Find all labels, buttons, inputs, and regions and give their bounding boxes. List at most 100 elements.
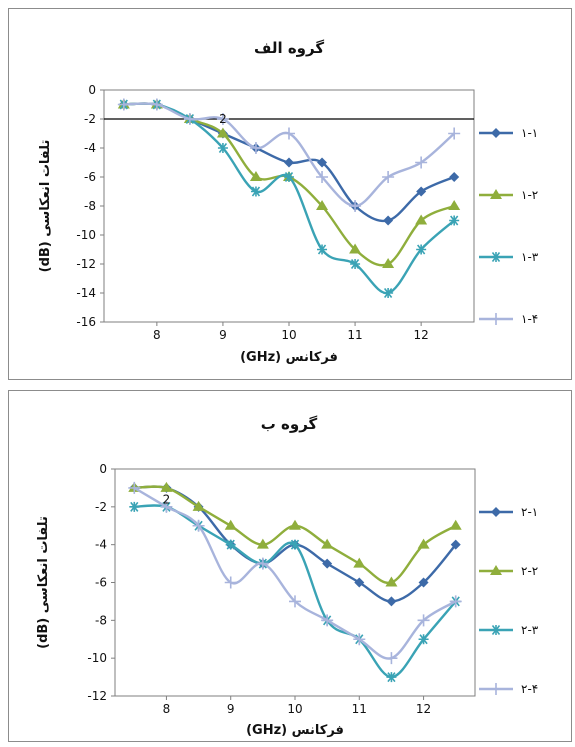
legend-entry: ۲-۲ (521, 564, 538, 578)
data-point (256, 538, 269, 549)
data-point (284, 157, 294, 168)
annotation-label: 2 (163, 492, 171, 506)
data-point (289, 519, 301, 530)
x-tick-label: 10 (287, 702, 302, 716)
x-axis-label: فرکانس (GHz) (246, 723, 344, 738)
data-point (290, 539, 300, 550)
data-point (129, 501, 140, 512)
y-tick-label: -2 (95, 500, 107, 514)
data-point (349, 200, 362, 212)
legend-entry: ۱-۱ (521, 126, 538, 140)
y-tick-label: -12 (76, 257, 96, 271)
y-tick-label: -10 (76, 228, 96, 242)
data-point (450, 539, 461, 550)
data-point (382, 171, 395, 183)
data-point (316, 200, 329, 210)
legend-marker (490, 565, 502, 575)
data-point (448, 127, 461, 140)
x-tick-label: 10 (281, 328, 296, 342)
data-point (224, 576, 237, 589)
data-point (383, 215, 394, 226)
data-point (415, 214, 428, 225)
x-tick-label: 11 (347, 328, 362, 342)
data-point (353, 557, 366, 568)
chart-title: گروه ب (261, 415, 318, 433)
y-axis-label: تلفات انعکاسی (dB) (36, 516, 51, 649)
legend-marker (490, 189, 502, 199)
series-2 (117, 98, 461, 268)
data-point (317, 157, 328, 168)
plot-area (103, 89, 475, 323)
data-point (350, 259, 361, 269)
legend-marker (491, 625, 501, 635)
y-axis-label: تلفات انعکاسی (dB) (38, 140, 53, 273)
chart-panel-b: گروه ب 0 -2 -4 -6 -8 -10 -12 8 9 10 11 12 فرکانس (GHz… (8, 390, 572, 742)
legend-marker (490, 313, 502, 325)
data-point (417, 538, 430, 549)
data-point (128, 481, 141, 494)
series-4 (128, 481, 462, 665)
data-point (289, 595, 301, 608)
data-point (192, 519, 205, 532)
data-point (354, 577, 365, 588)
series-line (133, 486, 457, 660)
series-line (134, 485, 457, 585)
data-point (386, 672, 397, 683)
data-point (192, 500, 205, 511)
legend-marker (491, 128, 501, 138)
data-point (284, 172, 294, 182)
x-tick-label: 8 (163, 702, 171, 716)
data-point (415, 156, 428, 169)
data-point (322, 558, 333, 569)
data-point (216, 113, 229, 125)
y-tick-label: -6 (84, 170, 96, 184)
x-axis-label: فرکانس (GHz) (240, 350, 338, 365)
data-point (321, 538, 334, 549)
data-point (349, 243, 362, 254)
y-tick-label: -4 (84, 141, 96, 155)
y-tick-label: -16 (76, 315, 96, 329)
data-point (449, 172, 460, 182)
data-point (448, 200, 461, 210)
data-point (417, 614, 430, 627)
y-tick-label: -14 (76, 286, 96, 300)
annotation-label: 2 (219, 112, 227, 126)
data-point (117, 98, 130, 111)
data-point (249, 171, 262, 181)
data-point (316, 171, 329, 183)
chart-a-svg: گروه الف 0 -2 -4 -6 -8 -10 -12 -14 -16 8 9 10 11 12 فرک… (38, 39, 539, 365)
legend-entry: ۲-۱ (521, 505, 538, 519)
y-tick-label: 0 (99, 462, 107, 476)
data-point (150, 98, 163, 111)
data-point (183, 113, 196, 125)
legend-entry: ۲-۳ (521, 623, 539, 637)
data-point (160, 500, 173, 513)
legend-marker (491, 507, 501, 517)
chart-title: گروه الف (254, 39, 324, 57)
x-tick-label: 8 (153, 328, 161, 342)
data-point (353, 633, 366, 646)
x-tick-label: 11 (352, 702, 367, 716)
series-4 (117, 98, 461, 212)
data-point (449, 215, 460, 226)
x-tick-label: 12 (416, 702, 431, 716)
legend-entry: ۲-۴ (521, 682, 538, 696)
legend-entry: ۱-۴ (521, 312, 538, 326)
chart-panel-a: گروه الف 0 -2 -4 -6 -8 -10 -12 -14 -16 8 9 10 11 12 فرک… (8, 8, 572, 380)
y-tick-label: 0 (88, 83, 96, 97)
data-point (385, 652, 398, 665)
y-tick-label: -12 (87, 689, 107, 703)
series-2 (128, 481, 462, 587)
legend-marker (491, 252, 501, 262)
data-point (449, 519, 462, 530)
data-point (449, 595, 462, 608)
data-point (383, 288, 394, 298)
y-tick-label: -2 (84, 112, 96, 126)
data-point (217, 143, 228, 153)
y-tick-label: -6 (95, 576, 107, 590)
legend-entry: ۱-۳ (521, 250, 539, 264)
data-point (216, 127, 229, 138)
x-tick-label: 12 (414, 328, 429, 342)
data-point (386, 596, 397, 607)
x-tick-label: 9 (219, 328, 227, 342)
